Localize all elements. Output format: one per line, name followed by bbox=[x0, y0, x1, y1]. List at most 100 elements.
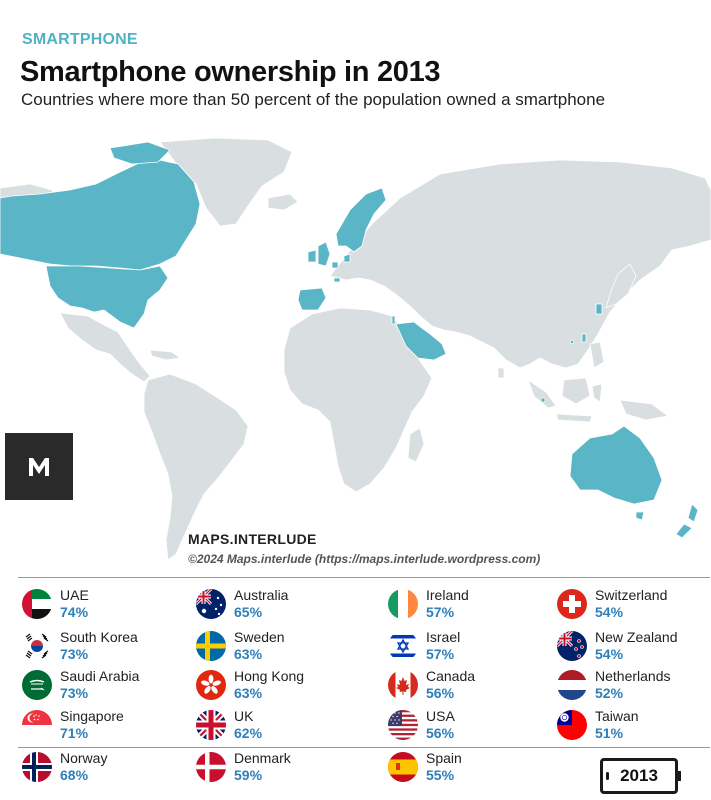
ownership-value: 56% bbox=[426, 725, 455, 741]
country-name: South Korea bbox=[60, 629, 138, 645]
denmark-region bbox=[343, 253, 351, 263]
legend-entry-denmark: Denmark 59% bbox=[196, 747, 291, 787]
canada-flag-icon bbox=[388, 670, 418, 700]
legend-entry-taiwan: Taiwan 51% bbox=[557, 705, 639, 745]
uk-flag-icon bbox=[196, 710, 226, 740]
denmark-flag-icon bbox=[196, 752, 226, 782]
sweden-flag-icon bbox=[196, 631, 226, 661]
country-name: Netherlands bbox=[595, 668, 671, 684]
legend-entry-uae: UAE 74% bbox=[22, 584, 89, 624]
country-name: Australia bbox=[234, 587, 289, 603]
legend-top-divider bbox=[18, 577, 710, 578]
world-map bbox=[0, 128, 711, 568]
usa-flag-icon bbox=[388, 710, 418, 740]
country-name: Taiwan bbox=[595, 708, 639, 724]
legend-entry-saudi-arabia: Saudi Arabia 73% bbox=[22, 665, 139, 705]
scandinavia-region bbox=[335, 187, 387, 253]
taiwan-region bbox=[581, 333, 587, 343]
tasmania-region bbox=[635, 511, 645, 521]
taiwan-flag-icon bbox=[557, 710, 587, 740]
switzerland-region bbox=[333, 277, 341, 283]
year-label: 2013 bbox=[620, 766, 658, 785]
south-korea-region bbox=[595, 303, 603, 315]
spain-flag-icon bbox=[388, 752, 418, 782]
ownership-value: 65% bbox=[234, 604, 263, 620]
legend-entry-spain: Spain 55% bbox=[388, 747, 462, 787]
legend-entry-uk: UK 62% bbox=[196, 705, 262, 745]
borneo bbox=[561, 377, 591, 405]
legend-entry-norway: Norway 68% bbox=[22, 747, 107, 787]
ownership-value: 63% bbox=[234, 646, 263, 662]
usa-region bbox=[45, 265, 169, 329]
legend-entry-new-zealand: New Zealand 54% bbox=[557, 626, 678, 666]
hong-kong-flag-icon bbox=[196, 670, 226, 700]
country-name: Sweden bbox=[234, 629, 285, 645]
country-name: Switzerland bbox=[595, 587, 668, 603]
phone-camera-icon bbox=[606, 772, 609, 780]
legend-entry-australia: Australia 65% bbox=[196, 584, 288, 624]
new-zealand-flag-icon bbox=[557, 631, 587, 661]
ownership-value: 54% bbox=[595, 646, 624, 662]
israel-region bbox=[391, 315, 396, 325]
country-name: UAE bbox=[60, 587, 89, 603]
eurasia bbox=[329, 159, 711, 369]
legend-entry-sweden: Sweden 63% bbox=[196, 626, 285, 666]
canada-arctic-islands bbox=[109, 141, 171, 165]
sulawesi bbox=[591, 383, 603, 403]
ownership-value: 52% bbox=[595, 685, 624, 701]
legend-entry-canada: Canada 56% bbox=[388, 665, 475, 705]
hong-kong-region bbox=[569, 339, 575, 345]
kicker: SMARTPHONE bbox=[22, 31, 138, 48]
ireland-flag-icon bbox=[388, 589, 418, 619]
legend-entry-singapore: Singapore 71% bbox=[22, 705, 124, 745]
australia-region bbox=[569, 425, 663, 505]
ownership-value: 51% bbox=[595, 725, 624, 741]
spain-region bbox=[297, 287, 327, 311]
java bbox=[555, 413, 593, 423]
country-name: UK bbox=[234, 708, 254, 724]
new-zealand-region bbox=[675, 503, 699, 539]
canada-region bbox=[0, 157, 201, 271]
legend-entry-netherlands: Netherlands 52% bbox=[557, 665, 671, 705]
maps-interlude-logo bbox=[5, 433, 73, 500]
country-name: Ireland bbox=[426, 587, 469, 603]
subtitle: Countries where more than 50 percent of … bbox=[21, 90, 606, 109]
greenland bbox=[159, 137, 293, 227]
uk-region bbox=[317, 241, 331, 267]
ownership-value: 63% bbox=[234, 685, 263, 701]
ownership-value: 71% bbox=[60, 725, 89, 741]
uae-flag-icon bbox=[22, 589, 52, 619]
country-name: Spain bbox=[426, 750, 462, 766]
norway-flag-icon bbox=[22, 752, 52, 782]
ownership-value: 59% bbox=[234, 767, 263, 783]
saudi-arabia-region bbox=[395, 321, 447, 361]
country-name: Canada bbox=[426, 668, 476, 684]
ownership-value: 57% bbox=[426, 604, 455, 620]
ownership-value: 62% bbox=[234, 725, 263, 741]
brand-name: MAPS.INTERLUDE bbox=[188, 531, 317, 547]
japan bbox=[605, 263, 637, 309]
legend-entry-ireland: Ireland 57% bbox=[388, 584, 469, 624]
philippines bbox=[589, 341, 605, 369]
legend-entry-israel: Israel 57% bbox=[388, 626, 460, 666]
australia-flag-icon bbox=[196, 589, 226, 619]
ownership-value: 54% bbox=[595, 604, 624, 620]
legend-entry-south-korea: South Korea 73% bbox=[22, 626, 138, 666]
netherlands-region bbox=[331, 261, 339, 269]
south-america bbox=[143, 373, 249, 561]
caribbean bbox=[149, 349, 182, 361]
ownership-value: 73% bbox=[60, 685, 89, 701]
israel-flag-icon bbox=[388, 631, 418, 661]
legend-entry-usa: USA 56% bbox=[388, 705, 455, 745]
mexico-central-america bbox=[59, 312, 151, 383]
netherlands-flag-icon bbox=[557, 670, 587, 700]
ownership-value: 74% bbox=[60, 604, 89, 620]
new-guinea bbox=[619, 399, 669, 421]
madagascar bbox=[407, 427, 425, 463]
iceland bbox=[267, 193, 299, 211]
sumatra bbox=[527, 378, 557, 409]
country-name: Saudi Arabia bbox=[60, 668, 140, 684]
country-name: USA bbox=[426, 708, 455, 724]
country-name: Hong Kong bbox=[234, 668, 305, 684]
sri-lanka bbox=[497, 367, 505, 379]
